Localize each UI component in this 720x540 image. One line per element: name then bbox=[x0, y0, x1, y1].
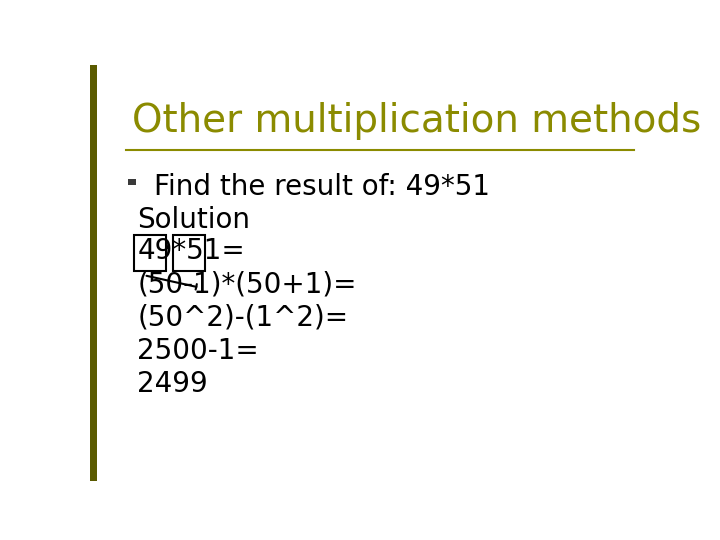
Text: (50-1)*(50+1)=: (50-1)*(50+1)= bbox=[138, 271, 357, 299]
Text: 49*51=: 49*51= bbox=[138, 238, 246, 265]
Bar bbox=[134, 235, 166, 271]
Bar bbox=[128, 179, 136, 185]
Text: 2499: 2499 bbox=[138, 370, 208, 399]
Text: 2500-1=: 2500-1= bbox=[138, 337, 259, 365]
Bar bbox=[173, 235, 205, 271]
Text: Solution: Solution bbox=[138, 206, 251, 234]
Text: (50^2)-(1^2)=: (50^2)-(1^2)= bbox=[138, 304, 348, 332]
Text: Find the result of: 49*51: Find the result of: 49*51 bbox=[154, 173, 490, 201]
Text: Other multiplication methods: Other multiplication methods bbox=[132, 102, 701, 140]
Bar bbox=[90, 65, 96, 481]
